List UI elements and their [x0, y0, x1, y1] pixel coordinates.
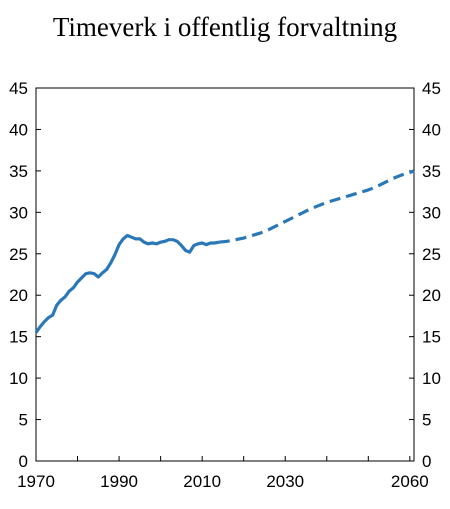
x-tick-label: 1990: [100, 472, 138, 491]
y-tick-label-left: 40: [9, 120, 28, 139]
y-tick-label-left: 35: [9, 162, 28, 181]
y-tick-label-left: 10: [9, 369, 28, 388]
x-tick-label: 2030: [266, 472, 304, 491]
y-tick-label-left: 0: [19, 452, 28, 471]
chart-title: Timeverk i offentlig forvaltning: [52, 12, 398, 42]
x-tick-label: 2010: [183, 472, 221, 491]
y-tick-label-right: 35: [422, 162, 441, 181]
y-tick-label-right: 15: [422, 328, 441, 347]
y-tick-label-right: 30: [422, 203, 441, 222]
y-tick-label-left: 20: [9, 286, 28, 305]
y-tick-label-left: 5: [19, 411, 28, 430]
series-layer: [34, 169, 415, 334]
y-tick-label-left: 15: [9, 328, 28, 347]
y-tick-label-right: 0: [422, 452, 431, 471]
y-tick-label-right: 25: [422, 245, 441, 264]
y-tick-label-right: 45: [422, 79, 441, 98]
y-tick-label-right: 5: [422, 411, 431, 430]
x-tick-label: 1970: [17, 472, 55, 491]
y-tick-label-left: 45: [9, 79, 28, 98]
ticks-layer: 0 0 5 5 10 10 15 15 20 20 25 25 30 30 35 35 40 40 45 45 1970…: [9, 79, 441, 491]
y-tick-label-right: 20: [422, 286, 441, 305]
plot-frame: [35, 87, 415, 462]
y-tick-label-left: 25: [9, 245, 28, 264]
y-tick-label-right: 40: [422, 120, 441, 139]
x-tick-label: 2060: [391, 472, 429, 491]
series-line-projection: [218, 169, 415, 244]
y-tick-label-left: 30: [9, 203, 28, 222]
y-tick-label-right: 10: [422, 369, 441, 388]
series-line-historical: [34, 233, 220, 334]
